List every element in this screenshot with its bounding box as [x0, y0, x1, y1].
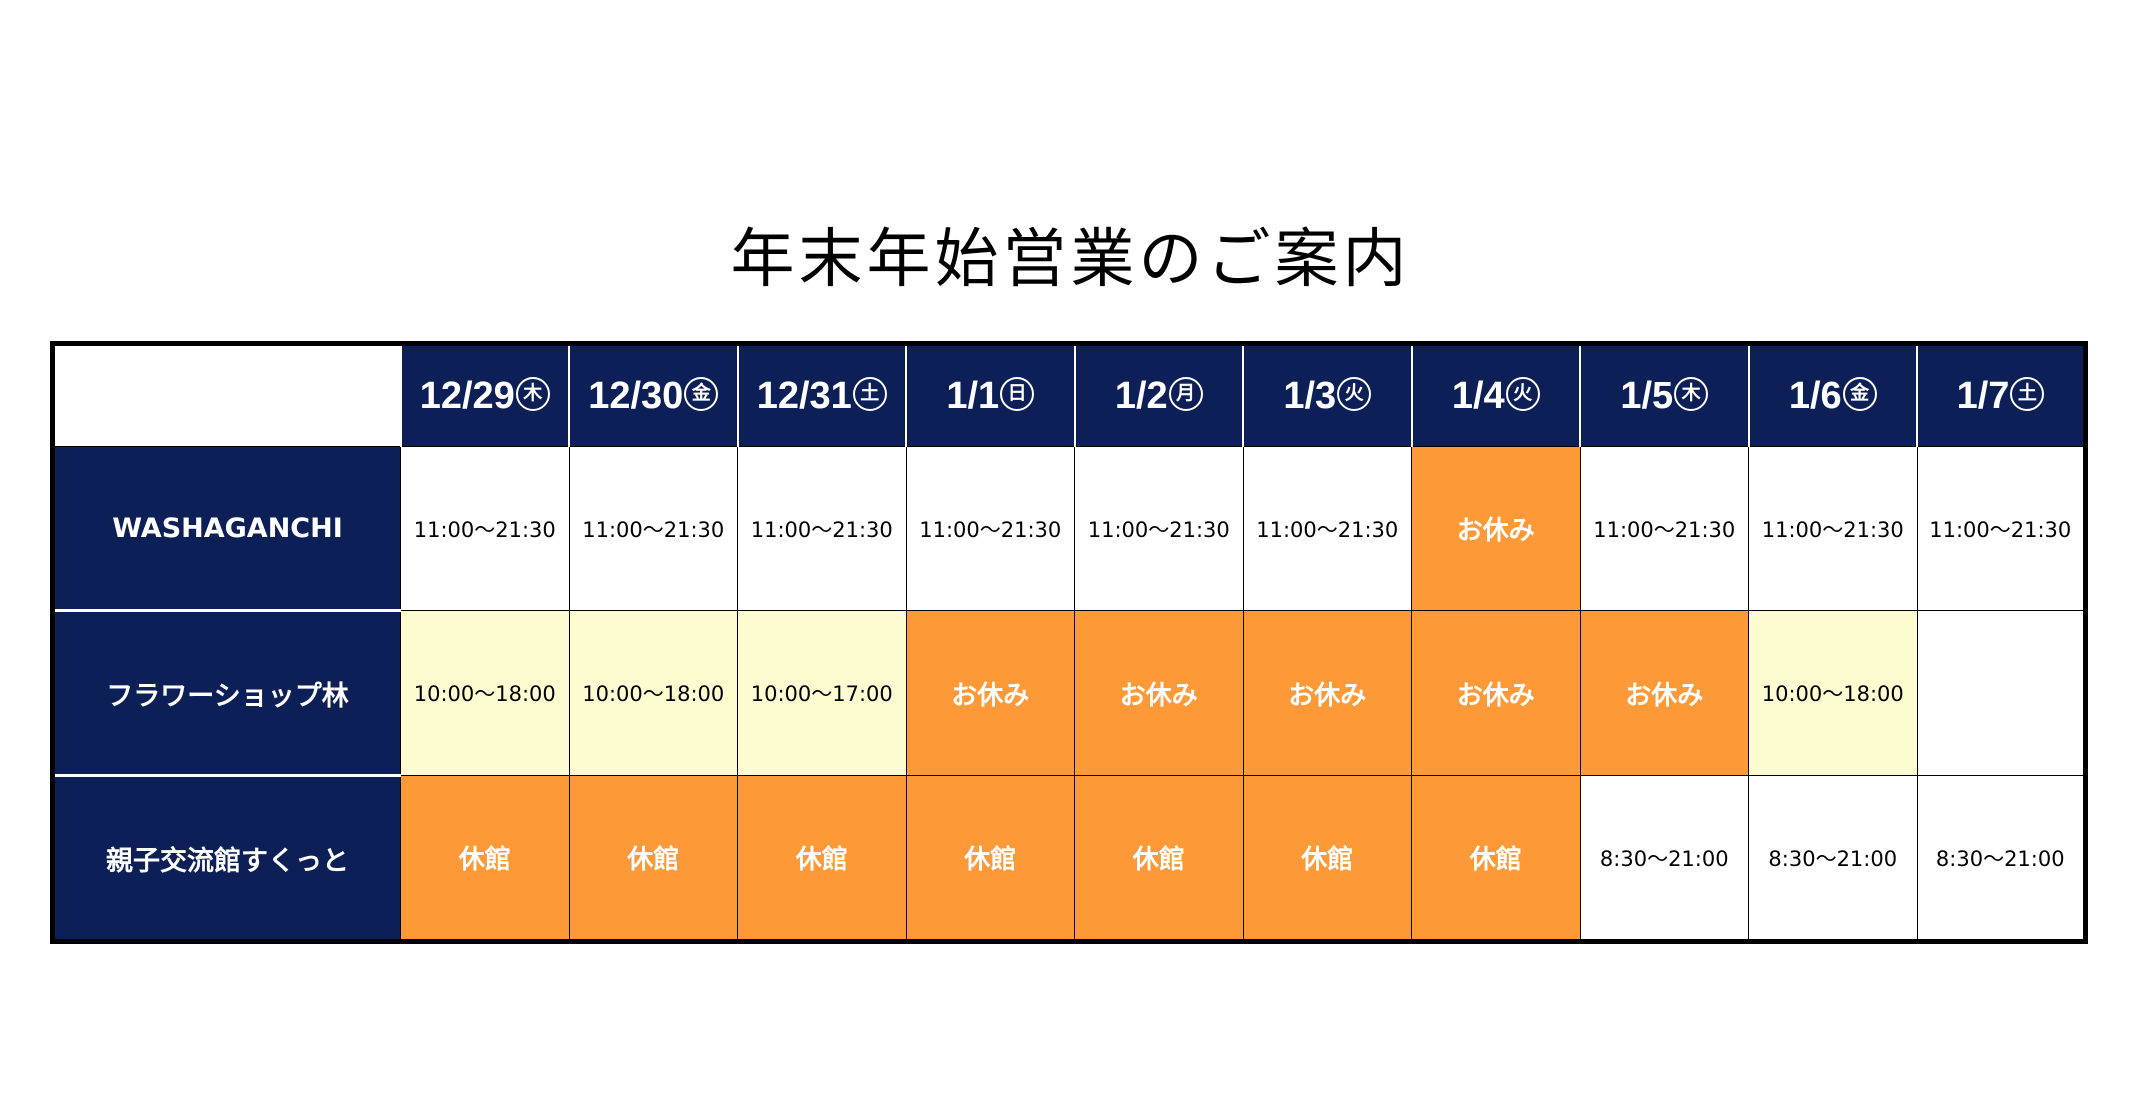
date-header-cell: 1/6 金: [1747, 343, 1918, 447]
schedule-cell: お休み: [1074, 610, 1244, 776]
date-label: 12/29: [419, 374, 515, 417]
schedule-table: 12/29 木 12/30 金 12/31 土 1/1 日 1/2 月 1/3 火 1/4 火…: [50, 341, 2088, 944]
schedule-cell: 休館: [905, 775, 1075, 942]
schedule-cell: お休み: [1579, 610, 1749, 776]
weekday-badge: 木: [1674, 377, 1709, 412]
date-header-cell: 1/1 日: [905, 343, 1075, 447]
schedule-cell: お休み: [1242, 610, 1412, 776]
schedule-cell: 休館: [1074, 775, 1244, 942]
schedule-cell: 10:00〜18:00: [568, 610, 738, 776]
date-label: 1/7: [1956, 374, 2010, 417]
date-label: 1/1: [946, 374, 1000, 417]
date-label: 1/2: [1114, 374, 1168, 417]
store-row-flower-shop: フラワーショップ林 10:00〜18:00 10:00〜18:00 10:00〜…: [52, 610, 2086, 777]
schedule-cell: 11:00〜21:30: [568, 446, 738, 611]
store-name: フラワーショップ林: [52, 610, 401, 777]
schedule-cell: 11:00〜21:30: [1916, 446, 2086, 611]
schedule-cell: 10:00〜17:00: [737, 610, 907, 776]
date-label: 12/30: [588, 374, 684, 417]
schedule-cell: 10:00〜18:00: [1748, 610, 1918, 776]
date-header-cell: 1/3 火: [1242, 343, 1412, 447]
store-name: 親子交流館すくっと: [52, 775, 401, 942]
schedule-cell: 休館: [1411, 775, 1581, 942]
weekday-badge: 火: [1337, 377, 1372, 412]
schedule-cell: 休館: [568, 775, 738, 942]
schedule-cell: 11:00〜21:30: [400, 446, 570, 611]
schedule-cell: 11:00〜21:30: [737, 446, 907, 611]
weekday-badge: 木: [515, 377, 550, 412]
schedule-cell: 11:00〜21:30: [1579, 446, 1749, 611]
schedule-cell: お休み: [1411, 610, 1581, 776]
date-label: 1/4: [1451, 374, 1505, 417]
weekday-badge: 土: [852, 377, 887, 412]
schedule-cell: 8:30〜21:00: [1916, 775, 2086, 942]
page-title: 年末年始営業のご案内: [730, 223, 1411, 297]
date-label: 12/31: [756, 374, 852, 417]
schedule-cell: 休館: [737, 775, 907, 942]
date-header-cell: 12/29 木: [399, 343, 570, 447]
schedule-cell: 休館: [400, 775, 570, 942]
schedule-cell: 休館: [1242, 775, 1412, 942]
weekday-badge: 火: [1505, 377, 1540, 412]
schedule-cell: お休み: [905, 610, 1075, 776]
schedule-cell: 8:30〜21:00: [1579, 775, 1749, 942]
date-header-cell: 12/30 金: [568, 343, 738, 447]
schedule-cell: 10:00〜18:00: [400, 610, 570, 776]
date-label: 1/3: [1283, 374, 1337, 417]
schedule-cell: 11:00〜21:30: [1074, 446, 1244, 611]
schedule-cell: お休み: [1411, 446, 1581, 611]
schedule-cell: 11:00〜21:30: [905, 446, 1075, 611]
date-label: 1/6: [1788, 374, 1842, 417]
weekday-badge: 土: [2010, 377, 2045, 412]
store-row-washaganchi: WASHAGANCHI 11:00〜21:30 11:00〜21:30 11:0…: [52, 446, 2086, 612]
date-header-cell: 12/31 土: [736, 343, 907, 447]
weekday-badge: 金: [1842, 377, 1877, 412]
date-header-cell: 1/5 木: [1579, 343, 1749, 447]
date-header-row: 12/29 木 12/30 金 12/31 土 1/1 日 1/2 月 1/3 火 1/4 火…: [52, 343, 2086, 447]
corner-cell: [52, 343, 401, 447]
schedule-cell: 11:00〜21:30: [1242, 446, 1412, 611]
date-header-cell: 1/4 火: [1410, 343, 1581, 447]
schedule-cell: [1916, 610, 2086, 776]
schedule-cell: 11:00〜21:30: [1748, 446, 1918, 611]
weekday-badge: 金: [684, 377, 719, 412]
store-row-sukutto: 親子交流館すくっと 休館 休館 休館 休館 休館 休館 休館 8:30〜21:0…: [52, 775, 2086, 942]
store-name: WASHAGANCHI: [52, 446, 401, 612]
date-label: 1/5: [1620, 374, 1674, 417]
weekday-badge: 日: [1000, 377, 1035, 412]
date-header-cell: 1/2 月: [1073, 343, 1244, 447]
date-header-cell: 1/7 土: [1916, 343, 2086, 447]
schedule-cell: 8:30〜21:00: [1748, 775, 1918, 942]
weekday-badge: 月: [1168, 377, 1203, 412]
